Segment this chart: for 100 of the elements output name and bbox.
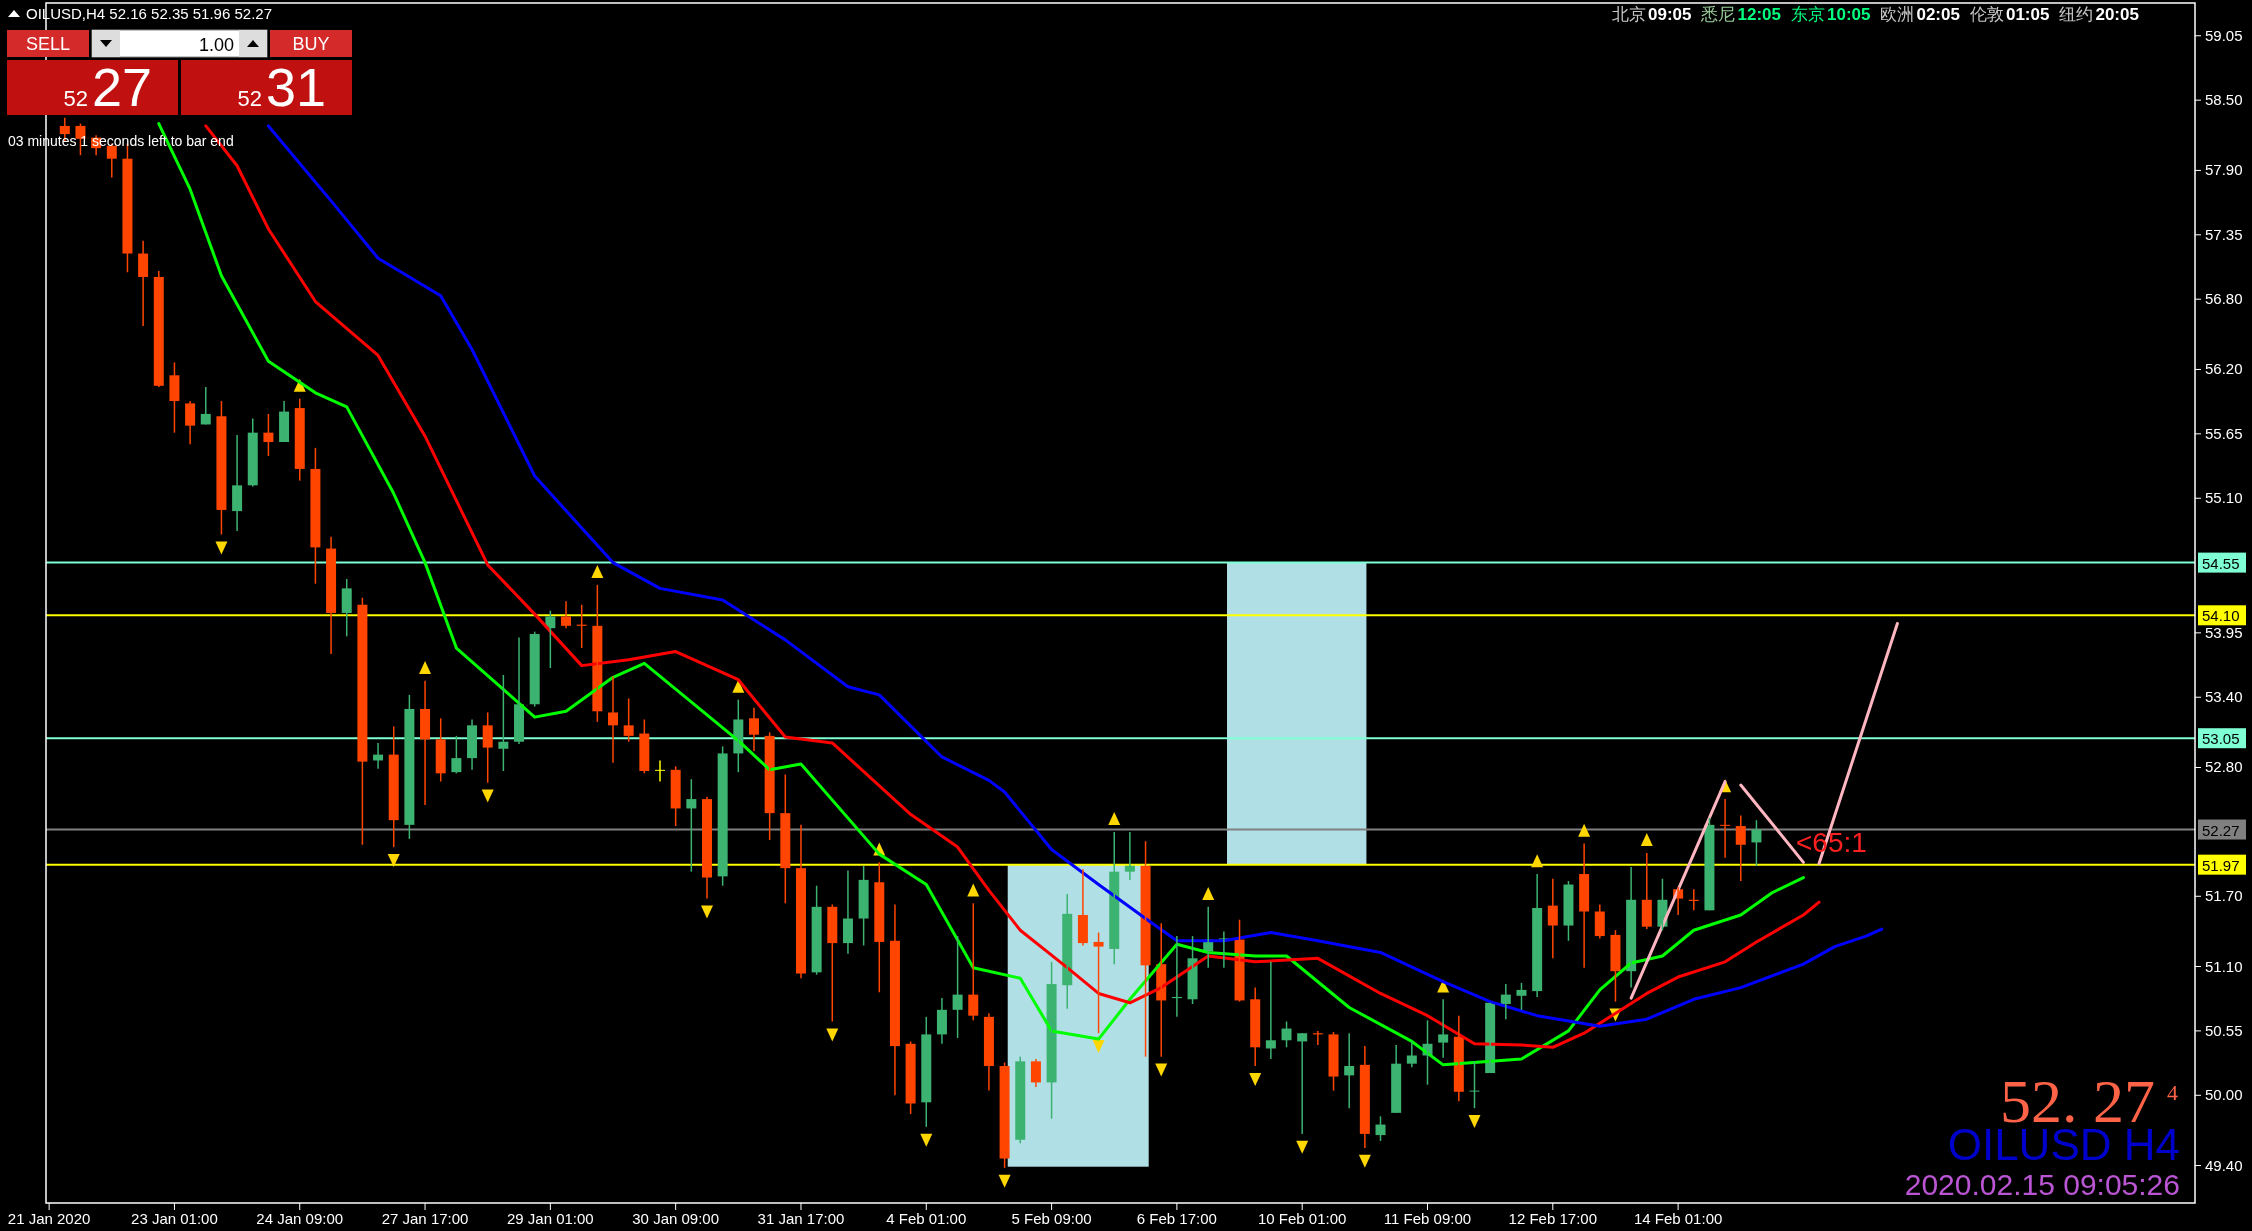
y-tick-label: 56.80 [2205, 290, 2243, 308]
candlestick [404, 694, 415, 840]
y-tick-label: 49.40 [2205, 1156, 2243, 1174]
candlestick [1015, 1055, 1026, 1145]
point [920, 1133, 933, 1147]
y-tick-label: 57.35 [2205, 225, 2243, 243]
x-tick-label: 27 Jan 17:00 [381, 1210, 469, 1227]
candlestick [1563, 880, 1574, 942]
candlestick [294, 397, 305, 482]
point [1296, 1140, 1309, 1154]
x-tick-label: 5 Feb 09:00 [1011, 1210, 1092, 1227]
candlestick [498, 674, 509, 772]
point [1092, 1040, 1105, 1054]
point [732, 679, 745, 693]
annotation: 北京 [1612, 5, 1646, 24]
annotation: 27 [92, 57, 153, 117]
x-tick-label: 23 Jan 01:00 [131, 1210, 218, 1227]
point [1578, 823, 1591, 837]
x-tick-label: 4 Feb 01:00 [886, 1210, 967, 1227]
annotation: 2020.02.15 09:05:26 [1904, 1168, 2180, 1201]
point [826, 1028, 839, 1042]
annotation: 52 [237, 86, 262, 111]
annotation: 1.00 [198, 35, 234, 55]
ref-line-label: 53.05 [2202, 730, 2240, 748]
ref-line-label: 54.55 [2202, 554, 2240, 572]
y-tick-label: 53.95 [2205, 623, 2243, 641]
annotation: 20:05 [2095, 5, 2139, 24]
y-tick-label: 55.10 [2205, 489, 2243, 507]
candlestick [1469, 1060, 1480, 1109]
annotation: 52 [63, 86, 88, 111]
candlestick [968, 902, 979, 1022]
x-tick-label: 29 Jan 01:00 [506, 1210, 594, 1227]
y-tick-label: 56.20 [2205, 360, 2243, 378]
annotation: 31 [266, 57, 327, 117]
x-tick-label: 11 Feb 09:00 [1383, 1210, 1472, 1227]
candlestick [780, 773, 791, 905]
y-tick-label: 58.50 [2205, 91, 2243, 109]
annotation: 01:05 [2005, 5, 2050, 24]
candlestick [623, 697, 634, 743]
y-tick-label: 50.55 [2205, 1021, 2243, 1039]
x-tick-label: 31 Jan 17:00 [757, 1210, 845, 1227]
y-tick-label: 52.80 [2205, 758, 2243, 776]
candlestick [1093, 931, 1104, 1034]
annotation: 伦敦 [1969, 5, 2004, 24]
candlestick [435, 717, 446, 783]
ref-line-label: 51.97 [2202, 856, 2240, 874]
annotation: 09:05 [1648, 5, 1692, 24]
point [967, 883, 980, 897]
y-tick-label: 53.40 [2205, 688, 2243, 706]
y-tick-label: 51.70 [2205, 887, 2243, 905]
annotation: 东京 [1790, 5, 1825, 24]
candlestick [717, 745, 728, 887]
annotation: 12:05 [1737, 5, 1781, 24]
candlestick [310, 447, 321, 585]
candlestick [1516, 982, 1527, 1011]
point [215, 541, 228, 555]
point [1202, 886, 1215, 900]
annotation: 4 [2167, 1080, 2178, 1105]
y-tick-label: 50.00 [2205, 1086, 2243, 1104]
annotation: 悉尼 [1700, 5, 1736, 24]
x-tick-label: 21 Jan 2020 [7, 1210, 91, 1227]
candlestick [216, 400, 227, 536]
candlestick [529, 630, 540, 708]
point [1358, 1154, 1371, 1168]
x-tick-label: 14 Feb 01:00 [1633, 1210, 1723, 1227]
annotation: 纽约 [2059, 5, 2094, 24]
point [387, 853, 400, 867]
y-tick-label: 57.90 [2205, 161, 2243, 179]
point [700, 905, 713, 919]
x-tick-label: 6 Feb 17:00 [1136, 1210, 1217, 1227]
point [1531, 854, 1544, 868]
annotation: 10:05 [1826, 5, 1871, 24]
point [591, 564, 604, 578]
ref-line-label: 52.27 [2202, 821, 2240, 839]
annotation: 02:05 [1916, 5, 1960, 24]
point [419, 660, 432, 674]
annotation: 欧洲 [1880, 5, 1915, 24]
candlestick [999, 1061, 1010, 1169]
candlestick [874, 861, 885, 994]
candlestick [1328, 1031, 1339, 1092]
point [1640, 833, 1653, 847]
annotation: BUY [292, 34, 330, 54]
point [481, 789, 494, 803]
point [1155, 1063, 1168, 1077]
annotation: SELL [25, 34, 71, 54]
x-tick-label: 12 Feb 17:00 [1508, 1210, 1598, 1227]
candlestick [341, 578, 352, 638]
candlestick [921, 1016, 932, 1128]
candlestick [858, 865, 869, 947]
point [998, 1174, 1011, 1188]
point [1468, 1115, 1481, 1129]
candlestick [1485, 1002, 1496, 1074]
x-tick-label: 24 Jan 09:00 [256, 1210, 344, 1227]
point [1108, 812, 1121, 825]
ref-line-label: 54.10 [2202, 607, 2240, 625]
y-tick-label: 59.05 [2205, 26, 2243, 44]
candlestick [357, 596, 368, 846]
x-tick-label: 30 Jan 09:00 [632, 1210, 720, 1227]
point [1249, 1072, 1262, 1086]
candlestick [451, 735, 462, 775]
